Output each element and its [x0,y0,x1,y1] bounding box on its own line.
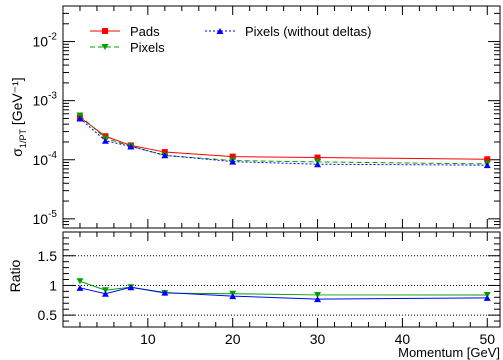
ratio-data-point [101,287,109,294]
main-series-line [79,117,488,160]
legend-entry-pixels-without-deltas: Pixels (without deltas) [205,24,371,39]
ratio-data-point [101,290,109,297]
legend-entry-pads: Pads [90,24,160,39]
main-data-point [161,152,169,159]
main-data-point [314,161,322,168]
legend-pads-marker [102,28,108,34]
legend-pixels-marker [101,44,109,50]
main-y-tick-label: 10-5 [33,209,58,227]
main-data-point [229,158,237,165]
main-data-point [127,143,135,150]
legend-pads-label: Pads [130,24,160,39]
ratio-y-tick-label: 1 [49,277,57,293]
ratio-series [76,278,491,303]
ratio-series-line [79,280,488,296]
x-tick-label: 20 [225,331,241,347]
x-tick-label: 50 [479,331,495,347]
main-data-point [76,115,84,122]
legend: Pads Pixels Pixels (without deltas) [90,24,371,55]
ratio-y-axis-title: Ratio [7,259,23,292]
x-tick-label: 40 [395,331,411,347]
main-series [76,112,491,169]
legend-pixels-nd-label: Pixels (without deltas) [245,24,371,39]
main-series-line [79,115,488,165]
ratio-y-tick-label: 0.5 [38,307,58,323]
main-plot-frame [62,5,501,229]
legend-pixels-nd-marker [216,28,224,34]
main-y-tick-label: 10-2 [33,32,58,50]
legend-entry-pixels: Pixels [90,40,165,55]
x-axis-title: Momentum [GeV] [398,345,500,360]
main-data-point [101,137,109,144]
ratio-data-point [76,278,84,285]
main-y-tick-label: 10-4 [33,150,58,168]
ratio-data-point [314,291,322,298]
ratio-series-line [79,286,488,300]
ratio-ticks: 10 20 30 40 50 0.5 1 1.5 [38,232,500,347]
main-ticks: 10-2 10-3 10-4 10-5 [33,5,500,229]
ratio-data-point [483,294,491,301]
main-data-point [161,149,168,156]
main-data-point [314,154,321,161]
ratio-data-point [161,289,169,296]
ratio-data-point [314,296,322,303]
ratio-data-point [76,284,84,291]
ratio-y-tick-label: 1.5 [38,248,58,264]
ratio-data-point [229,293,237,300]
main-y-axis-title: σ1/PT [GeV⁻¹] [9,77,28,156]
ratio-data-point [127,284,135,291]
main-data-point [229,153,236,160]
ratio-plot-frame [62,231,501,328]
x-tick-label: 30 [310,331,326,347]
legend-pixels-label: Pixels [130,40,165,55]
main-data-point [483,162,491,169]
main-data-point [484,156,491,163]
main-y-tick-label: 10-3 [33,91,58,109]
x-tick-label: 10 [140,331,156,347]
